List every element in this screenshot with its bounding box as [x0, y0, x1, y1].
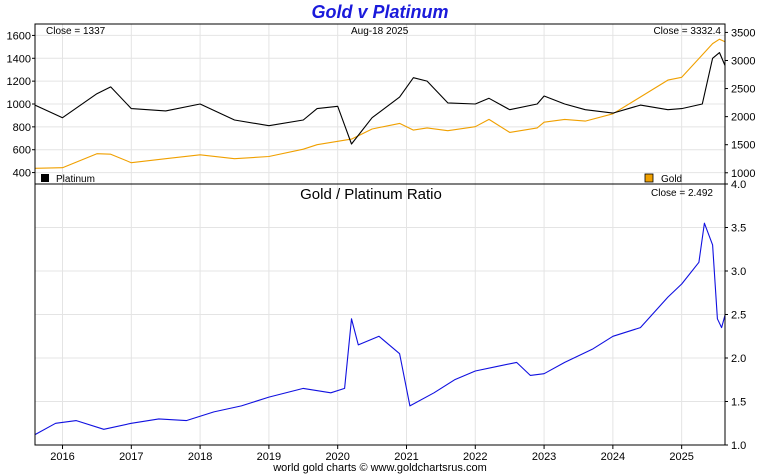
gold-axis: 1000 1500 2000 2500 3000 3500 [725, 27, 755, 180]
gold-price-line [34, 38, 726, 169]
ratio-panel-grid [35, 183, 725, 446]
ratio-axis-tick-label: 1.5 [731, 397, 746, 409]
year-tick-label: 2018 [188, 451, 212, 463]
ratio-panel-series [34, 222, 726, 436]
gold-legend-swatch [644, 173, 654, 183]
year-tick-label: 2023 [532, 451, 556, 463]
price-header-left: Close = 1337 [46, 26, 106, 37]
year-tick-label: 2025 [669, 451, 693, 463]
gold-platinum-ratio-line [34, 222, 726, 436]
platinum-axis-tick-label: 1600 [7, 30, 31, 42]
ratio-axis-tick-label: 2.5 [731, 310, 746, 322]
platinum-axis: 400 600 800 1000 1200 1400 1600 [7, 30, 35, 180]
ratio-axis-tick-label: 3.0 [731, 266, 746, 278]
platinum-legend-swatch [41, 174, 49, 182]
platinum-axis-tick-label: 400 [13, 168, 31, 180]
platinum-price-line [34, 52, 726, 145]
ratio-axis: 1.0 1.5 2.0 2.5 3.0 3.5 4.0 [725, 179, 746, 452]
ratio-axis-tick-label: 1.0 [731, 440, 746, 452]
price-header-right: Close = 3332.4 [653, 26, 721, 37]
gold-axis-tick-label: 1000 [731, 168, 755, 180]
platinum-axis-tick-label: 800 [13, 122, 31, 134]
gold-axis-tick-label: 3000 [731, 55, 755, 67]
ratio-axis-tick-label: 2.0 [731, 353, 746, 365]
ratio-axis-tick-label: 4.0 [731, 179, 746, 191]
gold-axis-tick-label: 2000 [731, 112, 755, 124]
price-panel-series [34, 38, 726, 169]
chart-title: Gold v Platinum [311, 2, 449, 22]
platinum-legend-label: Platinum [56, 174, 95, 185]
platinum-axis-tick-label: 1400 [7, 53, 31, 65]
gold-legend-label: Gold [661, 174, 682, 185]
gold-axis-tick-label: 1500 [731, 140, 755, 152]
price-panel: 400 600 800 1000 1200 1400 1600 1000 1500 2000 25… [7, 23, 755, 185]
platinum-axis-tick-label: 600 [13, 145, 31, 157]
platinum-axis-tick-label: 1000 [7, 99, 31, 111]
platinum-axis-tick-label: 1200 [7, 76, 31, 88]
year-tick-label: 2017 [119, 451, 143, 463]
year-tick-label: 2024 [601, 451, 625, 463]
year-tick-label: 2016 [50, 451, 74, 463]
ratio-axis-tick-label: 3.5 [731, 223, 746, 235]
year-tick-label: 2021 [394, 451, 418, 463]
footer-credit: world gold charts © www.goldchartsrus.co… [273, 462, 487, 474]
price-header-center: Aug-18 2025 [351, 26, 409, 37]
ratio-panel: 1.01.52.02.53.03.54.0 2016 2017 2018 2019 20… [34, 179, 746, 463]
gold-axis-tick-label: 2500 [731, 84, 755, 96]
price-panel-grid [35, 24, 725, 184]
year-tick-label: 2022 [463, 451, 487, 463]
year-tick-label: 2019 [257, 451, 281, 463]
gold-axis-tick-label: 3500 [731, 27, 755, 39]
ratio-title: Gold / Platinum Ratio [300, 186, 442, 203]
ratio-header-right: Close = 2.492 [651, 188, 713, 199]
year-axis: 2016 2017 2018 2019 2020 2021 2022 2023 2024 2025 [50, 445, 694, 463]
year-tick-label: 2020 [325, 451, 349, 463]
